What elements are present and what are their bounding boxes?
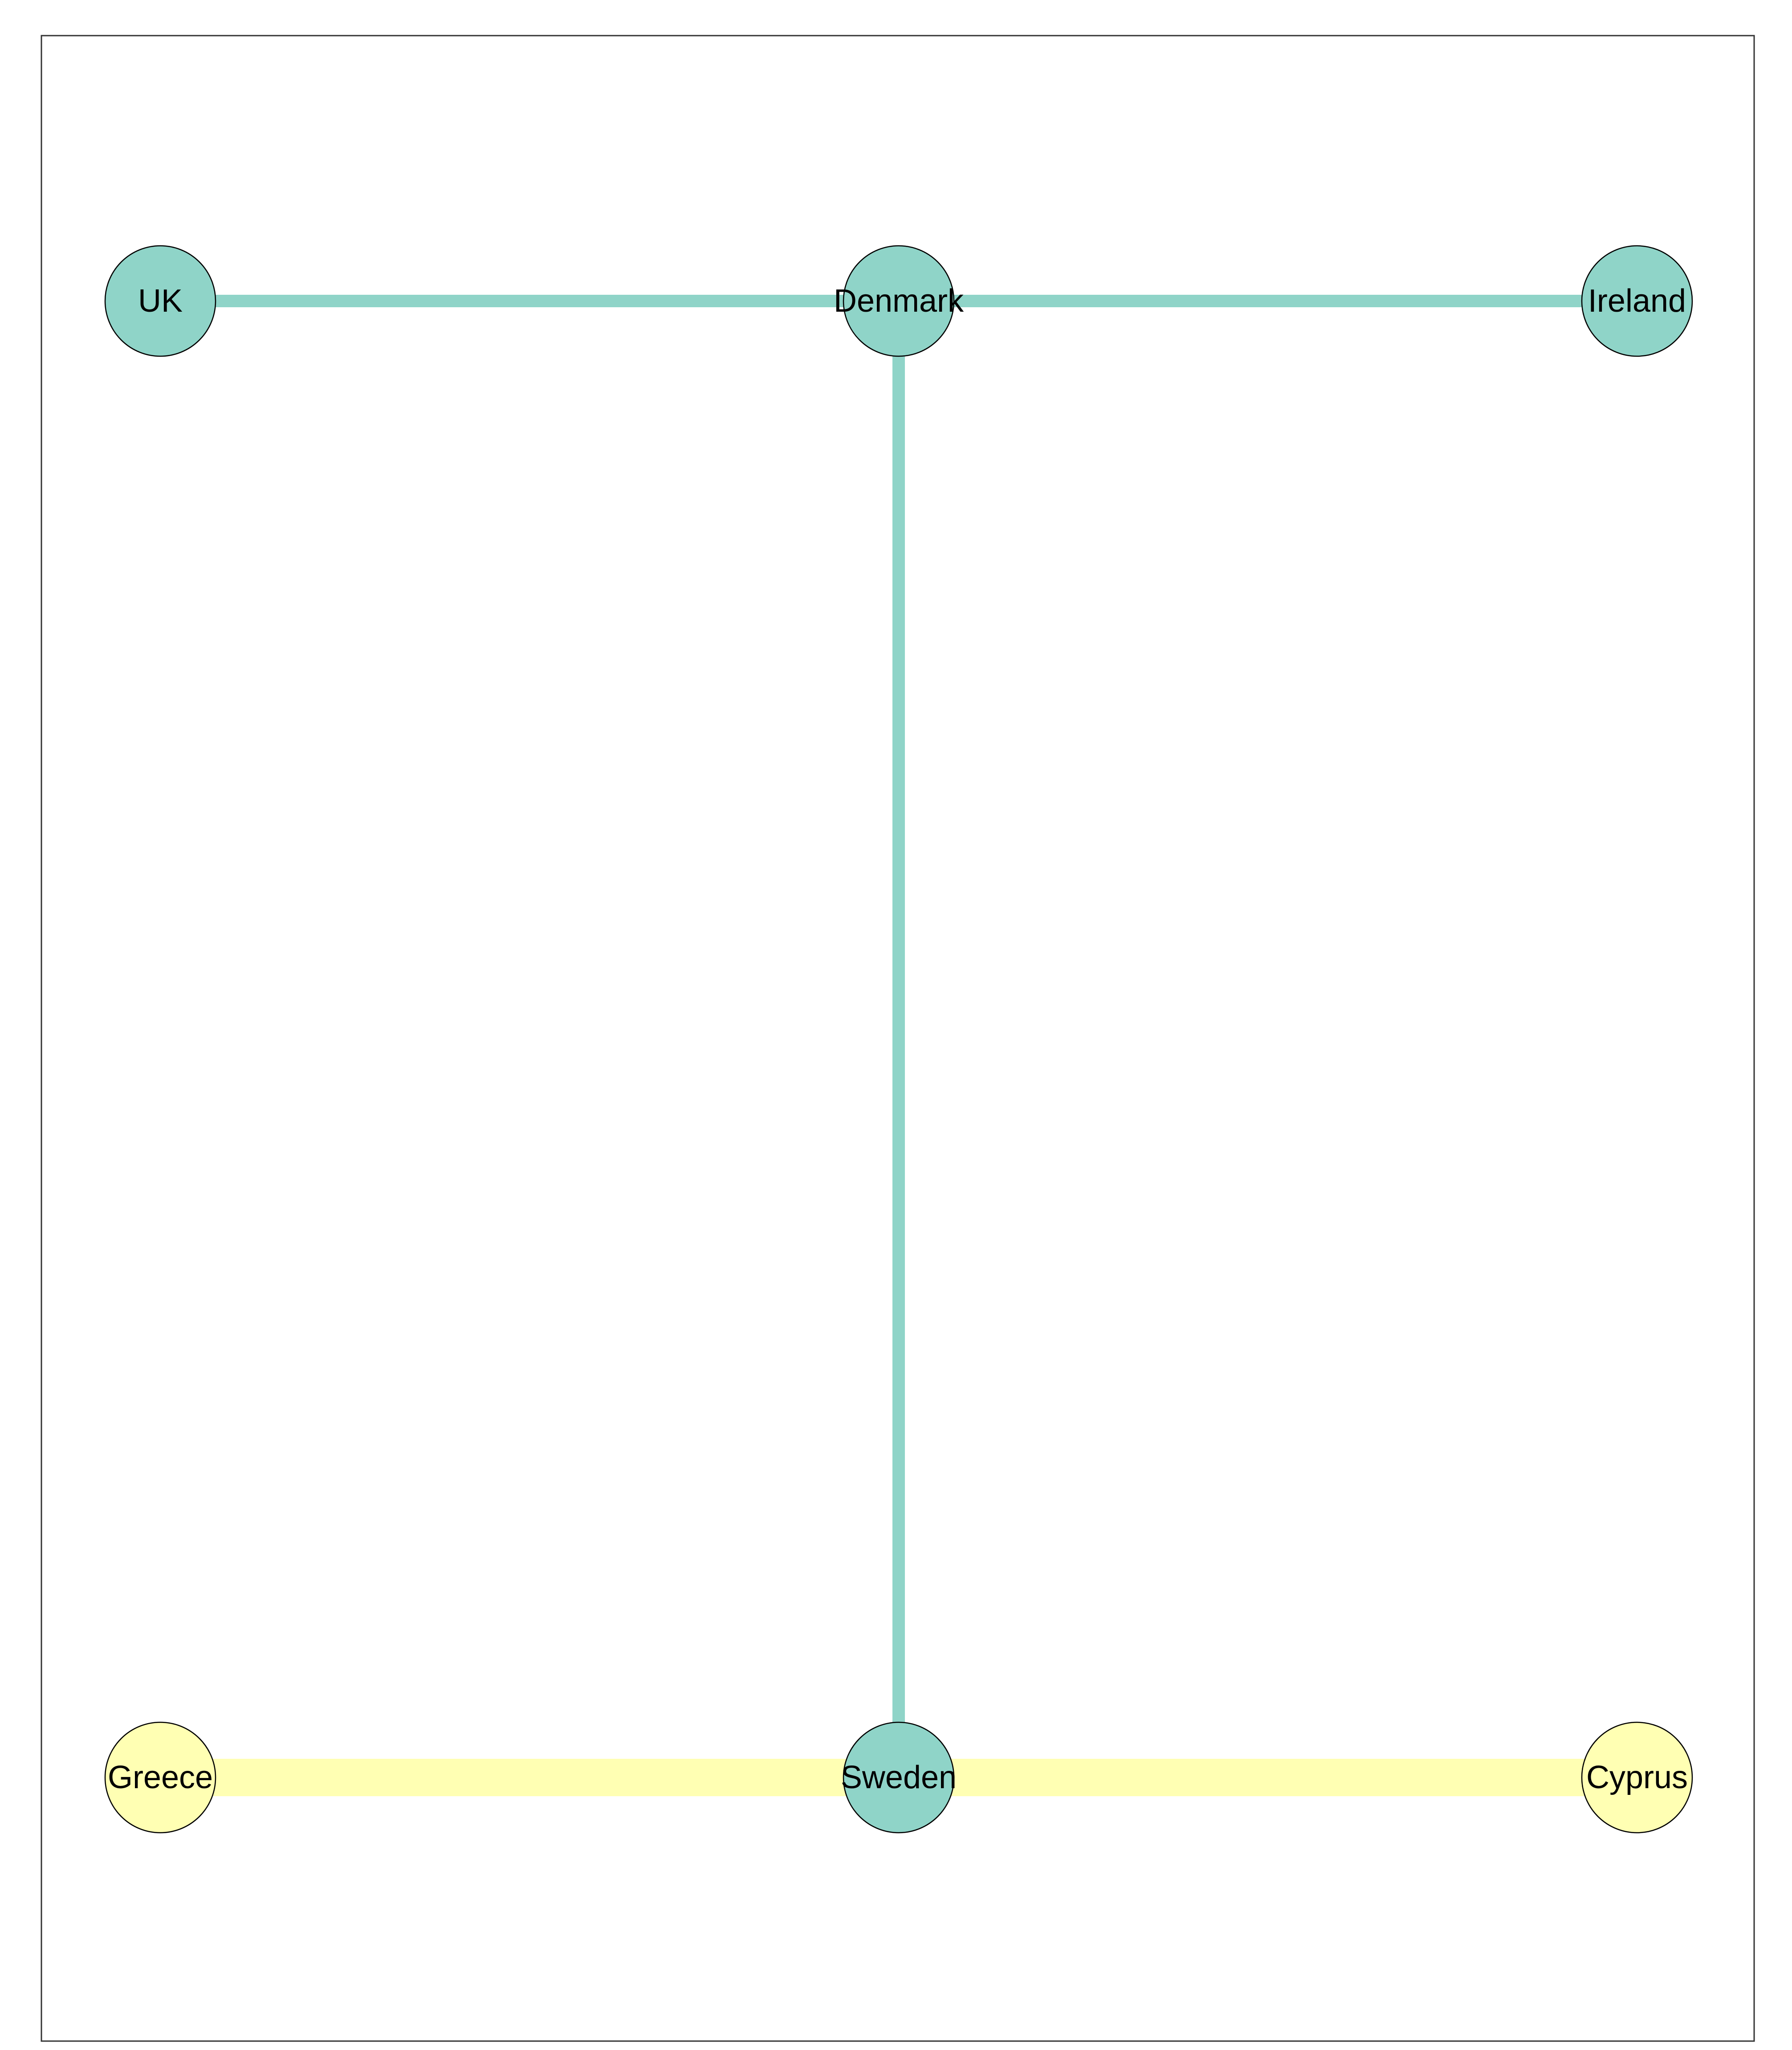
- node-label-cyprus: Cyprus: [1586, 1760, 1688, 1795]
- node-label-sweden: Sweden: [841, 1760, 957, 1795]
- node-circle-ireland: [1581, 245, 1693, 357]
- node-cyprus: Cyprus: [1581, 1721, 1693, 1834]
- node-greece: Greece: [104, 1721, 216, 1834]
- edge-layer: [160, 295, 1637, 1796]
- node-label-uk: UK: [138, 283, 183, 319]
- diagram-frame: [41, 35, 1755, 2042]
- node-label-ireland: Ireland: [1588, 283, 1686, 319]
- node-denmark: Denmark: [834, 245, 964, 357]
- node-label-denmark: Denmark: [834, 283, 964, 319]
- node-circle-sweden: [843, 1721, 955, 1834]
- node-uk: UK: [104, 245, 216, 357]
- node-circle-denmark: [843, 245, 955, 357]
- node-ireland: Ireland: [1581, 245, 1693, 357]
- node-layer: UK Denmark Ireland Greece Sweden Cyprus: [104, 245, 1693, 1834]
- node-circle-cyprus: [1581, 1721, 1693, 1834]
- node-sweden: Sweden: [841, 1721, 957, 1834]
- node-circle-greece: [104, 1721, 216, 1834]
- node-circle-uk: [104, 245, 216, 357]
- node-label-greece: Greece: [108, 1760, 213, 1795]
